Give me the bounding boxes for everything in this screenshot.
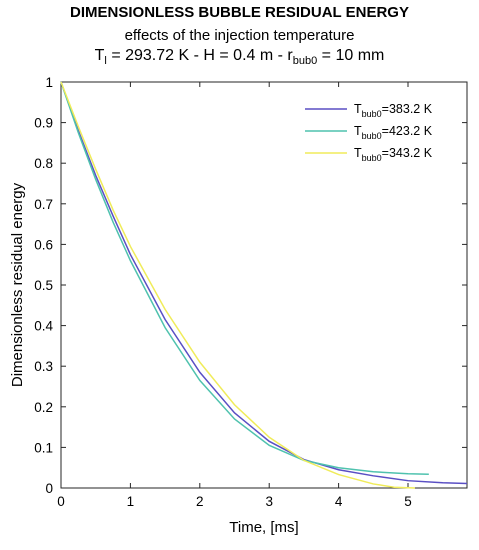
y-tick-label: 0 bbox=[45, 481, 53, 496]
plot-frame bbox=[60, 81, 468, 489]
y-tick-label: 0.7 bbox=[34, 197, 53, 212]
subtitle-part: = 10 mm bbox=[317, 47, 385, 64]
series-line-2 bbox=[60, 81, 415, 489]
legend-label-sub: bub0 bbox=[362, 153, 382, 163]
legend-entry: Tbub0=423.2 K bbox=[354, 124, 433, 141]
y-tick-label: 0.8 bbox=[34, 156, 53, 171]
legend-label-rest: =383.2 K bbox=[382, 102, 433, 116]
subtitle-part: T bbox=[94, 47, 105, 64]
x-axis-label: Time, [ms] bbox=[229, 519, 298, 536]
x-tick-label: 4 bbox=[335, 494, 343, 509]
chart-title: DIMENSIONLESS BUBBLE RESIDUAL ENERGY bbox=[70, 4, 409, 21]
series-line-1 bbox=[60, 81, 429, 475]
legend-label-main: T bbox=[354, 146, 362, 160]
y-tick-label: 1 bbox=[45, 75, 53, 90]
y-tick-label: 0.5 bbox=[34, 278, 53, 293]
legend-entry: Tbub0=343.2 K bbox=[354, 146, 433, 163]
legend-label-rest: =343.2 K bbox=[382, 146, 433, 160]
x-tick-label: 3 bbox=[265, 494, 273, 509]
chart-subtitle-params: Tl = 293.72 K - H = 0.4 m - rbub0 = 10 m… bbox=[0, 47, 479, 67]
y-tick-label: 0.4 bbox=[34, 319, 53, 334]
y-axis-label: Dimensionless residual energy bbox=[9, 182, 26, 387]
x-tick-label: 1 bbox=[127, 494, 135, 509]
y-tick-label: 0.2 bbox=[34, 400, 53, 415]
legend-entry: Tbub0=383.2 K bbox=[354, 102, 433, 119]
subtitle-subscript: l bbox=[104, 55, 107, 67]
legend-label-sub: bub0 bbox=[362, 109, 382, 119]
x-tick-label: 5 bbox=[404, 494, 412, 509]
x-tick-label: 0 bbox=[57, 494, 65, 509]
y-tick-label: 0.3 bbox=[34, 359, 53, 374]
x-tick-label: 2 bbox=[196, 494, 204, 509]
legend-label-main: T bbox=[354, 102, 362, 116]
series-line-0 bbox=[60, 81, 468, 485]
subtitle-subscript: bub0 bbox=[292, 55, 318, 67]
y-tick-label: 0.6 bbox=[34, 237, 53, 252]
chart-subtitle: effects of the injection temperature bbox=[124, 27, 355, 44]
subtitle-part: = 293.72 K - H = 0.4 m - r bbox=[106, 47, 293, 64]
legend-label-main: T bbox=[354, 124, 362, 138]
y-tick-label: 0.1 bbox=[34, 440, 53, 455]
y-tick-label: 0.9 bbox=[34, 116, 53, 131]
legend-label-rest: =423.2 K bbox=[382, 124, 433, 138]
legend-label-sub: bub0 bbox=[362, 131, 382, 141]
